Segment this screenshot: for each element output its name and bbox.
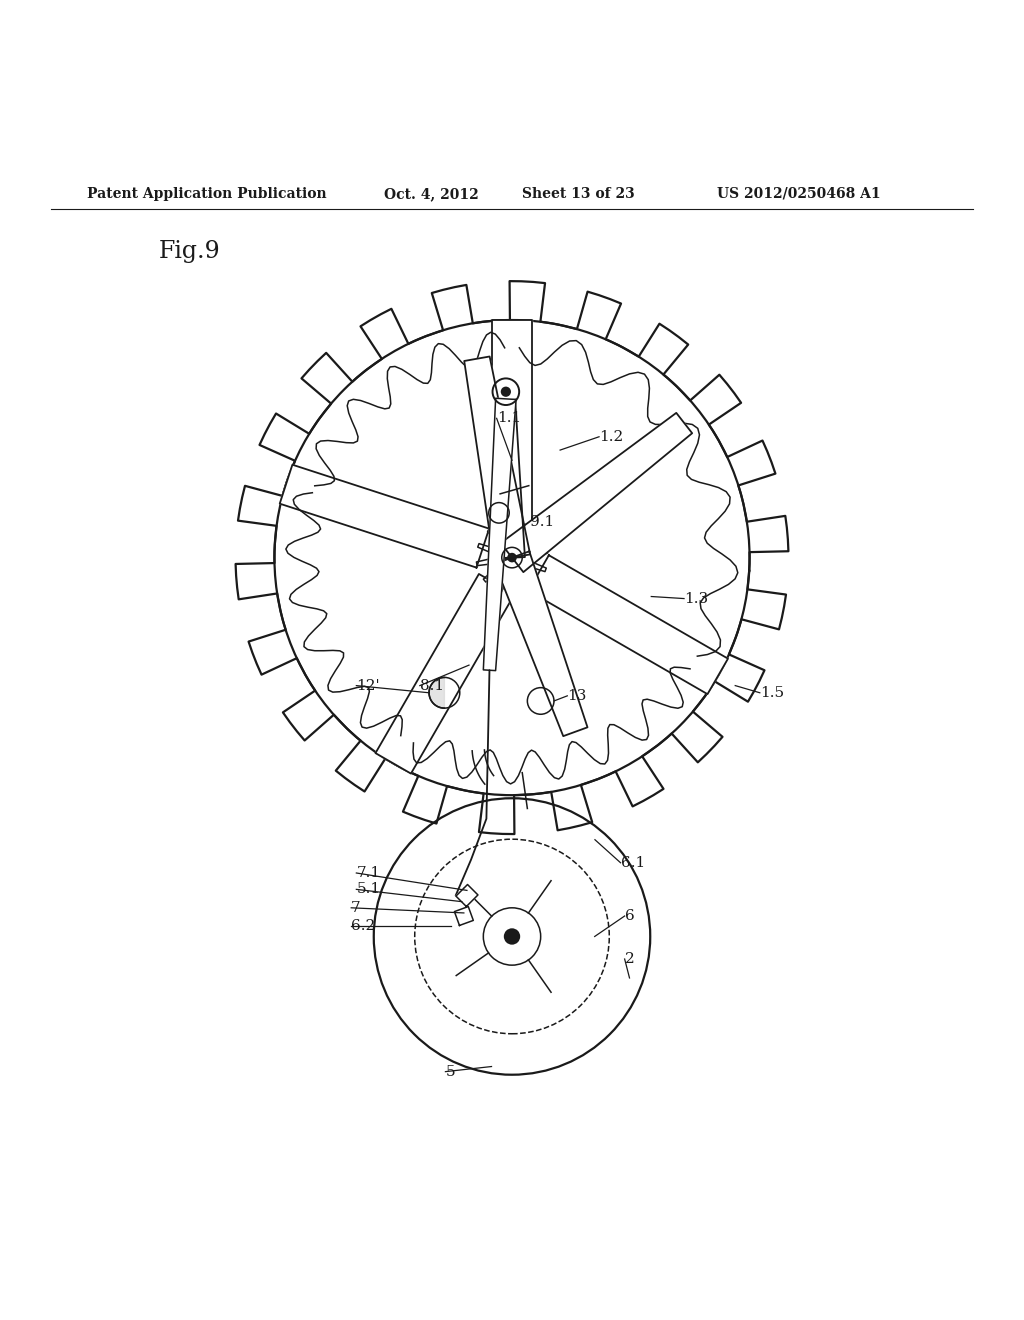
Text: 13: 13 [567,689,587,702]
Polygon shape [456,884,478,907]
Polygon shape [497,400,525,558]
Circle shape [504,928,520,945]
Circle shape [501,387,511,397]
Polygon shape [495,552,588,737]
Text: 1.3: 1.3 [684,591,709,606]
Polygon shape [429,677,444,708]
Text: 6.1: 6.1 [621,855,645,870]
Text: Patent Application Publication: Patent Application Publication [87,187,327,201]
Polygon shape [483,399,516,671]
Text: 8.1: 8.1 [420,678,444,693]
Text: 1.2: 1.2 [599,430,624,444]
Text: Fig.9: Fig.9 [159,240,220,263]
Polygon shape [280,465,489,568]
Text: 6: 6 [625,909,635,923]
Text: 7.1: 7.1 [356,866,381,880]
Polygon shape [492,319,532,527]
Polygon shape [528,556,728,694]
Text: 5.1: 5.1 [356,882,381,896]
Text: 12': 12' [356,678,380,693]
Polygon shape [501,413,692,572]
Polygon shape [376,574,514,774]
Text: 2: 2 [625,952,635,966]
Text: 9.1: 9.1 [530,515,555,529]
Text: 1.5: 1.5 [760,686,784,700]
Text: Sheet 13 of 23: Sheet 13 of 23 [522,187,635,201]
Text: 7: 7 [351,900,360,915]
Text: 1.1: 1.1 [497,412,521,425]
Polygon shape [455,907,473,925]
Text: Oct. 4, 2012: Oct. 4, 2012 [384,187,479,201]
Text: 5: 5 [445,1065,455,1078]
Polygon shape [464,356,530,561]
Text: US 2012/0250468 A1: US 2012/0250468 A1 [717,187,881,201]
Circle shape [508,553,516,562]
Text: 6.2: 6.2 [351,919,376,933]
